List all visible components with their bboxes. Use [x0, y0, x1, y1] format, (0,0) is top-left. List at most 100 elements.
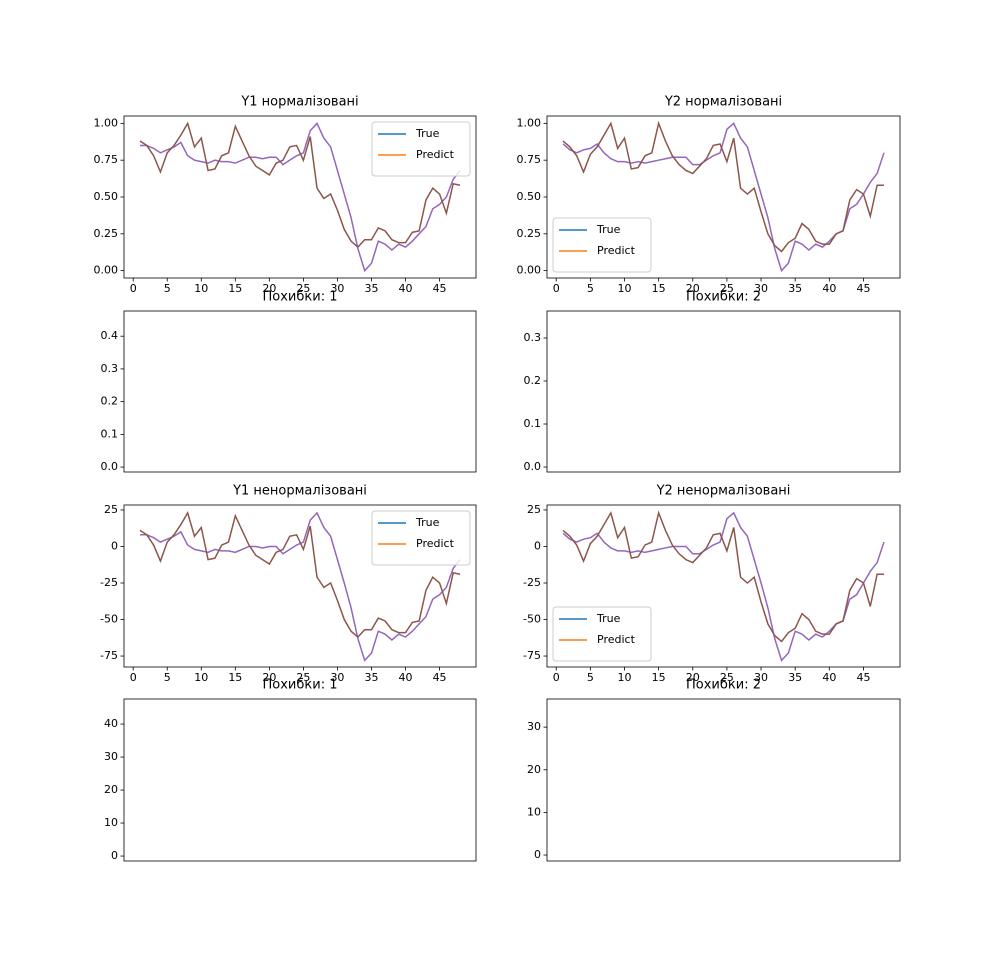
plot-area — [547, 311, 900, 472]
x-tick-label: 35 — [788, 282, 802, 295]
legend-label: True — [415, 127, 440, 140]
x-tick-label: 25 — [296, 671, 310, 684]
plot-area — [124, 311, 476, 472]
axes-frame — [546, 698, 901, 862]
legend-label: Predict — [597, 244, 636, 257]
x-tick-label: 30 — [754, 282, 768, 295]
legend: True Predict — [371, 510, 471, 566]
y-tick-label: 1.00 — [94, 116, 119, 129]
plot-area — [124, 699, 476, 861]
legend-label: True — [596, 223, 621, 236]
x-tick-label: 0 — [553, 671, 560, 684]
x-tick-label: 0 — [553, 282, 560, 295]
subplot: 0 10 20 30 40 Похибки: 1 — [104, 678, 477, 862]
y-tick-label: 0.0 — [524, 460, 542, 473]
y-tick-label: 0 — [111, 539, 118, 552]
y-tick-label: 0.25 — [94, 227, 119, 240]
y-tick-label: -75 — [100, 649, 118, 662]
y-tick-label: 0.2 — [524, 374, 542, 387]
y-tick-label: 0.50 — [517, 190, 542, 203]
subplot-title: Y2 ненормалізовані — [656, 484, 791, 499]
y-tick-label: 0 — [534, 539, 541, 552]
series-line — [562, 511, 885, 662]
legend: True Predict — [552, 606, 652, 662]
x-tick-label: 35 — [364, 671, 378, 684]
y-tick-label: 0.3 — [101, 362, 119, 375]
legend: True Predict — [552, 217, 652, 273]
y-tick-label: 0.3 — [524, 331, 542, 344]
x-tick-label: 40 — [399, 282, 413, 295]
x-tick-label: 25 — [720, 671, 734, 684]
x-tick-label: 20 — [262, 671, 276, 684]
x-tick-label: 30 — [330, 671, 344, 684]
y-tick-label: -25 — [100, 576, 118, 589]
axes-frame — [123, 504, 477, 668]
x-tick-label: 25 — [296, 282, 310, 295]
y-tick-label: 1.00 — [517, 116, 542, 129]
legend-label: Predict — [597, 633, 636, 646]
x-tick-label: 35 — [364, 282, 378, 295]
x-tick-label: 40 — [822, 282, 836, 295]
subplot-title: Y2 нормалізовані — [664, 95, 782, 110]
legend: True Predict — [371, 121, 471, 177]
x-tick-label: 0 — [130, 671, 137, 684]
y-tick-label: -50 — [523, 613, 541, 626]
y-tick-label: 30 — [104, 750, 118, 763]
y-tick-label: 0.75 — [94, 153, 119, 166]
x-tick-label: 5 — [164, 282, 171, 295]
x-tick-label: 20 — [686, 282, 700, 295]
y-tick-label: 0.2 — [101, 395, 119, 408]
x-tick-label: 20 — [686, 671, 700, 684]
series-line — [562, 120, 884, 253]
x-tick-label: 20 — [262, 282, 276, 295]
subplot-title: Похибки: 1 — [263, 678, 338, 693]
legend-label: Predict — [416, 148, 455, 161]
x-tick-label: 0 — [130, 282, 137, 295]
x-tick-label: 10 — [194, 282, 208, 295]
subplot-title: Y1 ненормалізовані — [232, 484, 367, 499]
x-tick-label: 5 — [587, 282, 594, 295]
x-tick-label: 5 — [587, 671, 594, 684]
y-tick-label: 0.00 — [94, 264, 119, 277]
x-tick-label: 15 — [228, 282, 242, 295]
legend-box — [371, 510, 471, 566]
x-tick-label: 30 — [754, 671, 768, 684]
x-tick-label: 5 — [164, 671, 171, 684]
axes-frame — [123, 698, 477, 862]
x-tick-label: 30 — [330, 282, 344, 295]
y-tick-label: 0.1 — [101, 427, 119, 440]
legend-label: Predict — [416, 537, 455, 550]
x-tick-label: 35 — [788, 671, 802, 684]
legend-box — [371, 121, 471, 177]
y-tick-label: 10 — [104, 816, 118, 829]
subplot: 0 10 20 30 Похибки: 2 — [527, 678, 901, 862]
x-tick-label: 25 — [720, 282, 734, 295]
axes-frame — [546, 310, 901, 473]
plot-area — [547, 699, 900, 861]
y-tick-label: 0.4 — [101, 329, 119, 342]
y-tick-label: 40 — [104, 717, 118, 730]
series-line — [562, 122, 885, 273]
y-tick-label: 0.00 — [517, 264, 542, 277]
y-tick-label: 25 — [527, 503, 541, 516]
x-tick-label: 45 — [856, 282, 870, 295]
y-tick-label: 0.25 — [517, 227, 542, 240]
y-tick-label: 20 — [527, 763, 541, 776]
legend-box — [552, 217, 652, 273]
subplot: 0.00 0.25 0.50 0.75 1.00 0 5 10 15 20 25 30 35 40 45 Y1… — [94, 95, 477, 295]
x-tick-label: 10 — [617, 282, 631, 295]
series-line — [139, 511, 461, 639]
series-line — [562, 510, 884, 643]
series-line — [139, 121, 461, 249]
subplot-title: Похибки: 2 — [686, 290, 761, 305]
y-tick-label: 20 — [104, 783, 118, 796]
subplot: 0.00 0.25 0.50 0.75 1.00 0 5 10 15 20 25 30 35 40 45 Y2… — [517, 95, 901, 295]
y-tick-label: 0.0 — [101, 460, 119, 473]
x-tick-label: 15 — [228, 671, 242, 684]
y-tick-label: -75 — [523, 649, 541, 662]
legend-label: True — [596, 612, 621, 625]
x-tick-label: 45 — [433, 282, 447, 295]
x-tick-label: 40 — [822, 671, 836, 684]
subplot-title: Похибки: 1 — [263, 290, 338, 305]
